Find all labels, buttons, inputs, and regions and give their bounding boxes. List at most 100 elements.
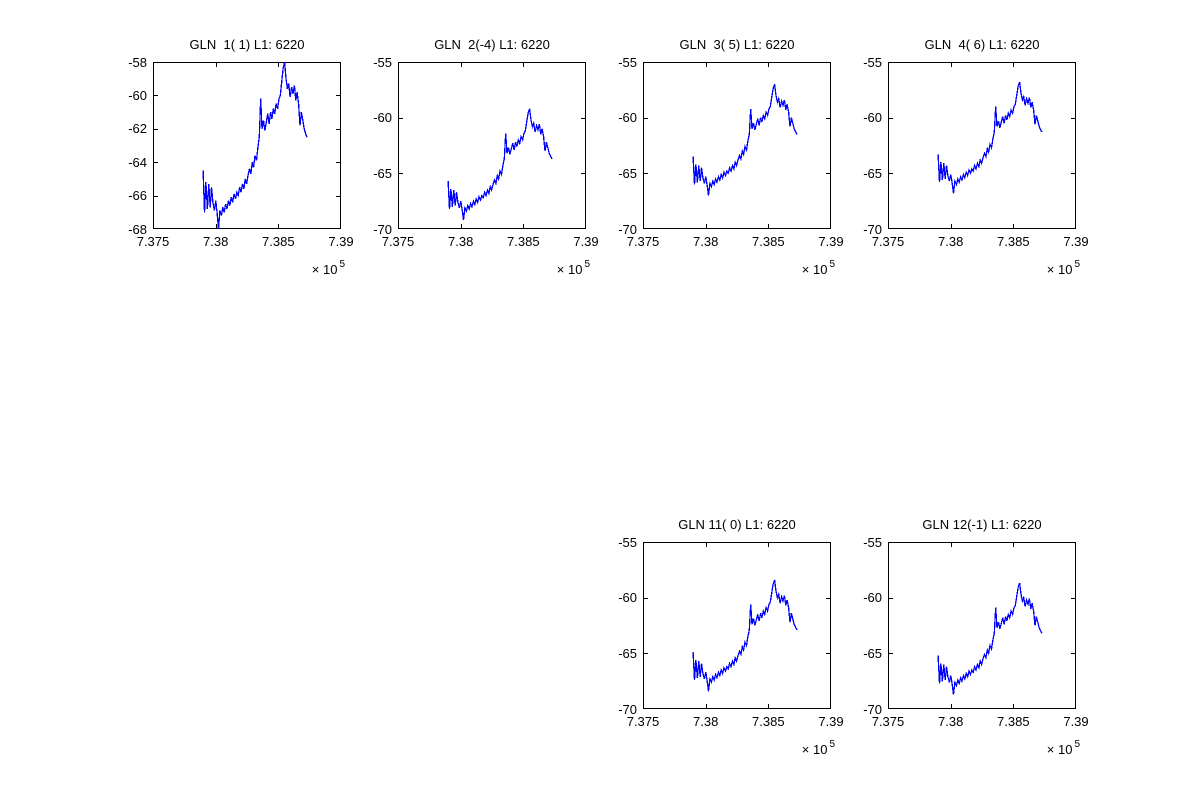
x-tick-label: 7.375 [626,714,660,729]
exponent-power: 5 [339,259,345,270]
subplot-1: GLN 1( 1) L1: 6220 -58 -60 -62 -64 -66 -68 7.37… [128,37,353,277]
tick-marks [153,62,340,228]
axes-plot-area [643,542,831,709]
y-tick-label: -64 [128,154,147,170]
x-tick-label: 7.38 [693,714,719,729]
y-tick-label: -60 [373,110,392,126]
x-tick-label: 7.39 [1063,234,1089,249]
signal-trace [447,108,553,221]
x-tick-label: 7.375 [136,234,170,249]
x-tick-label: 7.38 [938,234,964,249]
tick-marks [888,62,1075,228]
signal-trace [692,579,798,692]
exponent-base: × 10 [1046,742,1073,757]
subplot-2: GLN 2(-4) L1: 6220 -55 -60 -65 -70 7.375 7.38 7… [373,37,598,277]
axes-box [398,62,586,229]
axes-box [888,542,1076,709]
x-tick-label: 7.375 [381,234,415,249]
x-tick-label: 7.38 [203,234,229,249]
axes-plot-area [153,62,341,229]
plot-title: GLN 11( 0) L1: 6220 [678,517,796,532]
plot-title: GLN 12(-1) L1: 6220 [922,517,1042,532]
exponent-power: 5 [584,259,590,270]
axes-box [153,62,341,229]
y-tick-label: -70 [373,221,392,237]
x-tick-label: 7.38 [938,714,964,729]
x-tick-label: 7.375 [626,234,660,249]
subplot-6: GLN 12(-1) L1: 6220 -55 -60 -65 -70 7.375 7.38… [863,517,1088,757]
tick-marks [643,62,830,228]
tick-marks [398,62,585,228]
y-tick-label: -70 [863,221,882,237]
y-tick-label: -70 [618,701,637,717]
axes-box [643,542,831,709]
y-tick-label: -65 [618,165,637,181]
x-tick-label: 7.385 [997,714,1030,729]
x-tick-label: 7.375 [871,234,905,249]
signal-trace [692,84,798,196]
tick-marks [888,542,1075,708]
x-tick-label: 7.38 [448,234,474,249]
x-tick-label: 7.39 [818,234,844,249]
plot-title: GLN 2(-4) L1: 6220 [434,37,550,52]
y-tick-label: -55 [863,54,882,70]
y-tick-label: -60 [863,590,882,606]
x-tick-label: 7.39 [328,234,354,249]
y-tick-label: -60 [863,110,882,126]
exponent-power: 5 [829,259,835,270]
y-tick-label: -62 [128,121,147,137]
y-tick-label: -68 [128,221,147,237]
plot-title: GLN 1( 1) L1: 6220 [189,37,305,52]
y-tick-label: -55 [618,534,637,550]
axes-plot-area [398,62,586,229]
axes-plot-area [888,62,1076,229]
exponent-base: × 10 [311,262,338,277]
axes-box [888,62,1076,229]
y-tick-label: -60 [618,590,637,606]
x-tick-label: 7.39 [818,714,844,729]
y-tick-label: -65 [863,645,882,661]
y-tick-label: -65 [618,645,637,661]
axes-box [643,62,831,229]
x-tick-label: 7.385 [507,234,540,249]
x-axis-exponent-label: × 10 5 [801,739,835,760]
plot-title: GLN 4( 6) L1: 6220 [924,37,1040,52]
x-axis-exponent-label: × 10 5 [311,259,345,280]
subplot-5: GLN 11( 0) L1: 6220 -55 -60 -65 -70 7.375 7.38… [618,517,843,757]
exponent-base: × 10 [556,262,583,277]
signal-trace [937,582,1043,695]
x-axis-exponent-label: × 10 5 [1046,259,1080,280]
x-tick-label: 7.38 [693,234,719,249]
y-tick-label: -58 [128,54,147,70]
exponent-base: × 10 [1046,262,1073,277]
y-tick-label: -70 [863,701,882,717]
x-tick-label: 7.39 [573,234,599,249]
x-tick-label: 7.375 [871,714,905,729]
x-axis-exponent-label: × 10 5 [801,259,835,280]
axes-plot-area [643,62,831,229]
x-tick-label: 7.385 [752,234,785,249]
exponent-power: 5 [1074,739,1080,750]
y-tick-label: -60 [128,87,147,103]
y-tick-label: -65 [863,165,882,181]
subplot-3: GLN 3( 5) L1: 6220 -55 -60 -65 -70 7.375 7.38 7… [618,37,843,277]
y-tick-label: -55 [618,54,637,70]
y-tick-label: -66 [128,188,147,204]
signal-trace [937,81,1043,194]
y-tick-label: -55 [373,54,392,70]
x-tick-label: 7.385 [752,714,785,729]
y-tick-label: -70 [618,221,637,237]
plot-title: GLN 3( 5) L1: 6220 [679,37,795,52]
exponent-base: × 10 [801,262,828,277]
y-tick-label: -65 [373,165,392,181]
x-tick-label: 7.385 [262,234,295,249]
y-tick-label: -60 [618,110,637,126]
exponent-power: 5 [1074,259,1080,270]
subplot-4: GLN 4( 6) L1: 6220 -55 -60 -65 -70 7.375 7.38 7… [863,37,1088,277]
exponent-base: × 10 [801,742,828,757]
x-axis-exponent-label: × 10 5 [556,259,590,280]
x-axis-exponent-label: × 10 5 [1046,739,1080,760]
y-tick-label: -55 [863,534,882,550]
x-tick-label: 7.385 [997,234,1030,249]
